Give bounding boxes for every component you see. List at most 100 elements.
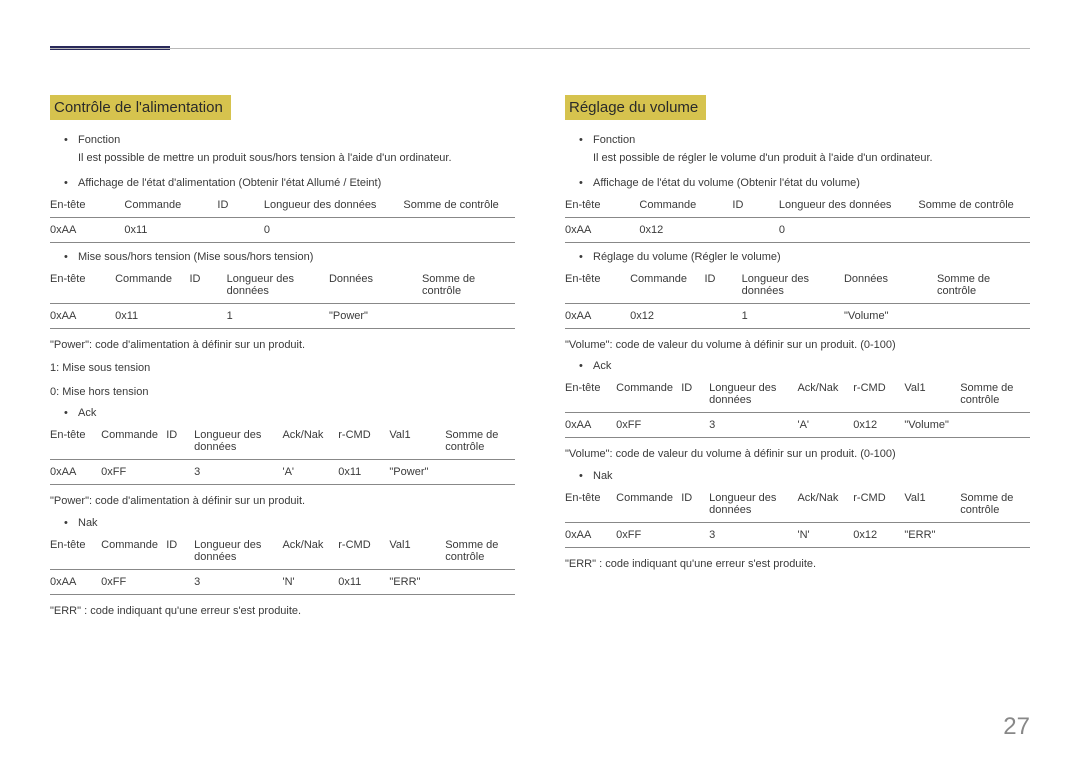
- th: Commande: [630, 267, 704, 304]
- td: 1: [742, 303, 844, 328]
- th: Longueur des données: [264, 193, 404, 218]
- th: Val1: [389, 533, 445, 570]
- th: r-CMD: [338, 423, 389, 460]
- left-fn-desc: Il est possible de mettre un produit sou…: [78, 150, 515, 167]
- right-note5: "ERR" : code indiquant qu'une erreur s'e…: [565, 556, 1030, 574]
- th: En-tête: [565, 486, 616, 523]
- td: [422, 303, 515, 328]
- right-column: Réglage du volume Fonction Il est possib…: [565, 95, 1030, 626]
- th: En-tête: [565, 193, 639, 218]
- left-table-3: En-tête Commande ID Longueur des données…: [50, 423, 515, 485]
- td: [217, 217, 264, 242]
- th: Commande: [101, 423, 166, 460]
- th: En-tête: [50, 193, 124, 218]
- td: 3: [194, 569, 282, 594]
- content-columns: Contrôle de l'alimentation Fonction Il e…: [50, 95, 1030, 626]
- td: [732, 217, 779, 242]
- td: 3: [194, 460, 282, 485]
- right-table-4: En-tête Commande ID Longueur des données…: [565, 486, 1030, 548]
- left-note5: "ERR" : code indiquant qu'une erreur s'e…: [50, 603, 515, 621]
- th: r-CMD: [338, 533, 389, 570]
- td: 0x11: [338, 569, 389, 594]
- th: Données: [844, 267, 937, 304]
- th: Somme de contrôle: [445, 533, 515, 570]
- th: ID: [217, 193, 264, 218]
- th: Val1: [904, 486, 960, 523]
- td: 0xAA: [565, 522, 616, 547]
- td: "ERR": [389, 569, 445, 594]
- right-note1: "Volume": code de valeur du volume à déf…: [565, 337, 1030, 355]
- th: Somme de contrôle: [937, 267, 1030, 304]
- th: Ack/Nak: [282, 533, 338, 570]
- right-note4: "Volume": code de valeur du volume à déf…: [565, 446, 1030, 464]
- td: [681, 522, 709, 547]
- td: "Volume": [904, 413, 960, 438]
- th: Somme de contrôle: [403, 193, 515, 218]
- left-section-title: Contrôle de l'alimentation: [50, 95, 231, 120]
- td: 0x12: [639, 217, 732, 242]
- td: [189, 303, 226, 328]
- th: r-CMD: [853, 376, 904, 413]
- th: ID: [166, 533, 194, 570]
- th: Longueur des données: [194, 423, 282, 460]
- td: 0xFF: [616, 413, 681, 438]
- th: Somme de contrôle: [918, 193, 1030, 218]
- right-table-3: En-tête Commande ID Longueur des données…: [565, 376, 1030, 438]
- th: En-tête: [565, 267, 630, 304]
- th: En-tête: [50, 423, 101, 460]
- right-section-title: Réglage du volume: [565, 95, 706, 120]
- th: ID: [189, 267, 226, 304]
- td: 3: [709, 522, 797, 547]
- th: En-tête: [50, 267, 115, 304]
- left-column: Contrôle de l'alimentation Fonction Il e…: [50, 95, 515, 626]
- td: 0xAA: [565, 413, 616, 438]
- td: [960, 413, 1030, 438]
- th: Somme de contrôle: [960, 486, 1030, 523]
- td: 'N': [797, 522, 853, 547]
- td: 0xAA: [50, 217, 124, 242]
- td: [704, 303, 741, 328]
- td: 0x12: [853, 413, 904, 438]
- left-note4: "Power": code d'alimentation à définir s…: [50, 493, 515, 511]
- th: Longueur des données: [779, 193, 919, 218]
- left-ack-label: Ack: [64, 407, 515, 419]
- header-rule: [50, 48, 1030, 49]
- left-view-label: Affichage de l'état d'alimentation (Obte…: [64, 177, 515, 189]
- left-note3: 0: Mise hors tension: [50, 384, 515, 402]
- td: [918, 217, 1030, 242]
- left-set-label: Mise sous/hors tension (Mise sous/hors t…: [64, 251, 515, 263]
- th: ID: [704, 267, 741, 304]
- th: Somme de contrôle: [422, 267, 515, 304]
- th: ID: [681, 486, 709, 523]
- td: 0xAA: [565, 217, 639, 242]
- td: 0xAA: [50, 460, 101, 485]
- right-ack-label: Ack: [579, 360, 1030, 372]
- th: Longueur des données: [194, 533, 282, 570]
- th: Ack/Nak: [797, 376, 853, 413]
- td: [403, 217, 515, 242]
- td: 0x12: [630, 303, 704, 328]
- right-set-label: Réglage du volume (Régler le volume): [579, 251, 1030, 263]
- th: Longueur des données: [742, 267, 844, 304]
- td: 'A': [797, 413, 853, 438]
- td: 0xFF: [101, 460, 166, 485]
- td: 0xAA: [565, 303, 630, 328]
- td: "Power": [329, 303, 422, 328]
- th: Val1: [904, 376, 960, 413]
- left-table-2: En-tête Commande ID Longueur des données…: [50, 267, 515, 329]
- td: [445, 569, 515, 594]
- td: [166, 460, 194, 485]
- left-note1: "Power": code d'alimentation à définir s…: [50, 337, 515, 355]
- left-nak-label: Nak: [64, 517, 515, 529]
- td: 0xFF: [101, 569, 166, 594]
- td: [166, 569, 194, 594]
- th: r-CMD: [853, 486, 904, 523]
- th: Longueur des données: [709, 376, 797, 413]
- td: [681, 413, 709, 438]
- th: Longueur des données: [709, 486, 797, 523]
- td: 'N': [282, 569, 338, 594]
- th: Ack/Nak: [282, 423, 338, 460]
- td: 0x11: [115, 303, 189, 328]
- th: En-tête: [565, 376, 616, 413]
- left-table-4: En-tête Commande ID Longueur des données…: [50, 533, 515, 595]
